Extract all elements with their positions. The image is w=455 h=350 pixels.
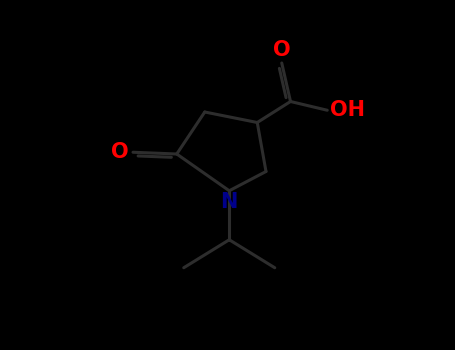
Text: O: O xyxy=(111,142,129,162)
Text: N: N xyxy=(221,193,238,212)
Text: O: O xyxy=(273,40,291,60)
Text: OH: OH xyxy=(330,100,365,120)
